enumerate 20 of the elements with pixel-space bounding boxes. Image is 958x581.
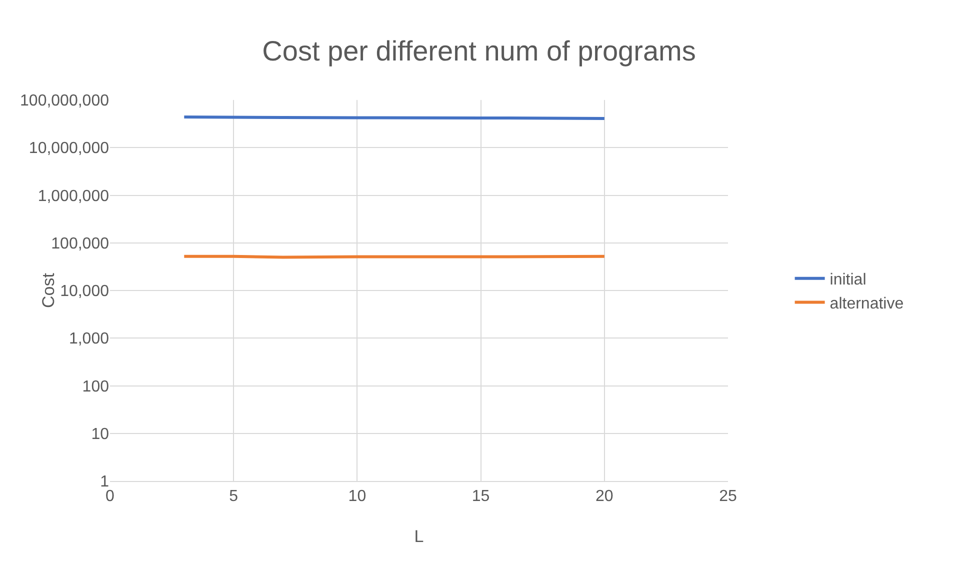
legend-label: alternative [830,295,904,312]
y-tick-label: 10,000 [60,283,110,300]
x-tick-label: 0 [106,488,115,506]
x-tick-label: 25 [719,488,737,506]
y-tick-label: 100,000 [51,235,110,252]
chart-title: Cost per different num of programs [262,35,696,66]
y-axis-title: Cost [39,272,58,308]
x-tick-label: 5 [229,488,238,506]
y-tick-label: 10 [91,426,110,443]
x-tick-label: 20 [596,488,614,506]
y-tick-label: 100 [82,378,110,396]
x-axis-title: L [414,527,424,546]
x-tick-label: 10 [348,488,366,506]
y-tick-label: 10,000,000 [28,140,110,158]
x-tick-label: 15 [472,488,490,506]
y-tick-label: 100,000,000 [20,92,110,110]
y-tick-label: 1 [100,474,110,491]
legend-label: initial [830,272,866,289]
y-tick-label: 1,000 [68,330,110,348]
y-tick-label: 1,000,000 [38,188,110,205]
